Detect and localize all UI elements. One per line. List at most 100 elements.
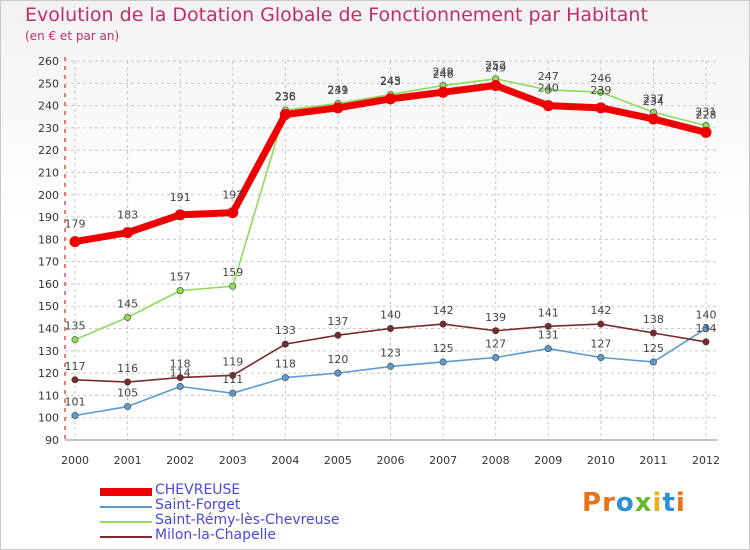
data-label: 249 xyxy=(485,62,506,75)
data-label: 231 xyxy=(696,106,717,119)
x-tick-label: 2000 xyxy=(61,454,89,467)
data-label: 127 xyxy=(590,338,611,351)
data-label: 183 xyxy=(117,209,138,222)
data-label: 114 xyxy=(170,366,191,379)
data-point xyxy=(124,313,132,321)
data-label: 192 xyxy=(222,189,243,202)
data-label: 139 xyxy=(485,311,506,324)
x-tick-label: 2001 xyxy=(114,454,142,467)
data-point xyxy=(229,389,237,397)
data-label: 117 xyxy=(65,360,86,373)
x-tick-label: 2003 xyxy=(219,454,247,467)
data-label: 138 xyxy=(643,313,664,326)
x-tick-label: 2006 xyxy=(377,454,405,467)
data-point xyxy=(544,86,552,94)
data-label: 133 xyxy=(275,324,296,337)
data-point xyxy=(595,102,607,114)
data-label: 142 xyxy=(590,304,611,317)
logo-letter: P xyxy=(582,488,603,518)
data-label: 179 xyxy=(65,218,86,231)
logo-letter: o xyxy=(615,488,635,518)
data-label: 111 xyxy=(222,373,243,386)
y-tick-label: 120 xyxy=(38,367,59,380)
data-point xyxy=(334,331,342,339)
data-point xyxy=(542,100,554,112)
data-point xyxy=(649,329,657,337)
y-tick-label: 110 xyxy=(38,389,59,402)
data-label: 228 xyxy=(696,108,717,121)
data-label: 134 xyxy=(696,322,717,335)
data-point xyxy=(597,320,605,328)
data-label: 119 xyxy=(222,355,243,368)
logo-letter: i xyxy=(675,488,686,518)
x-tick-label: 2011 xyxy=(639,454,667,467)
y-tick-label: 250 xyxy=(38,77,59,90)
data-label: 252 xyxy=(485,59,506,72)
data-label: 135 xyxy=(65,320,86,333)
y-tick-label: 90 xyxy=(45,434,59,447)
y-tick-label: 170 xyxy=(38,256,59,269)
data-label: 237 xyxy=(643,92,664,105)
data-label: 137 xyxy=(327,315,348,328)
data-point xyxy=(124,403,132,411)
data-point xyxy=(490,80,502,92)
logo-letter: t xyxy=(662,488,676,518)
data-point xyxy=(439,358,447,366)
data-point xyxy=(71,411,79,419)
data-point xyxy=(176,382,184,390)
data-point xyxy=(281,340,289,348)
data-point xyxy=(597,88,605,96)
data-label: 120 xyxy=(327,353,348,366)
data-point xyxy=(227,207,239,219)
legend-swatch-chevreuse xyxy=(100,488,152,496)
data-label: 118 xyxy=(275,358,296,371)
data-point xyxy=(649,358,657,366)
data-label: 241 xyxy=(327,83,348,96)
data-point xyxy=(385,93,396,105)
y-tick-label: 210 xyxy=(38,166,59,179)
data-point xyxy=(124,378,132,386)
data-point xyxy=(544,345,552,353)
y-tick-label: 220 xyxy=(38,144,59,157)
data-label: 125 xyxy=(643,342,664,355)
data-point xyxy=(281,374,289,382)
data-point xyxy=(176,287,184,295)
data-point xyxy=(334,369,342,377)
data-point xyxy=(71,376,79,384)
logo-letter: i xyxy=(652,488,663,518)
data-label: 140 xyxy=(696,309,717,322)
chart-legend: CHEVREUSE Saint-Forget Saint-Rémy-lès-Ch… xyxy=(100,482,360,544)
logo-letter: x xyxy=(634,488,653,518)
legend-swatch-saint-forget xyxy=(100,506,152,508)
y-tick-label: 180 xyxy=(38,233,59,246)
data-label: 249 xyxy=(433,66,454,79)
data-label: 159 xyxy=(222,266,243,279)
y-tick-label: 130 xyxy=(38,345,59,358)
data-point xyxy=(437,86,449,98)
legend-label-milon: Milon-la-Chapelle xyxy=(155,527,276,543)
y-tick-label: 160 xyxy=(38,278,59,291)
data-point xyxy=(386,362,394,370)
data-point xyxy=(597,354,605,362)
data-point xyxy=(69,236,81,248)
data-label: 127 xyxy=(485,338,506,351)
data-point xyxy=(174,209,186,221)
data-label: 145 xyxy=(117,297,138,310)
data-label: 101 xyxy=(65,395,86,408)
data-label: 131 xyxy=(538,329,559,342)
data-label: 239 xyxy=(327,84,348,97)
data-label: 141 xyxy=(538,306,559,319)
legend-label-saint-remy: Saint-Rémy-lès-Chevreuse xyxy=(155,512,340,528)
x-tick-label: 2009 xyxy=(534,454,562,467)
y-tick-label: 100 xyxy=(38,412,59,425)
data-point xyxy=(700,126,712,138)
proxiti-logo: Proxiti xyxy=(582,488,686,518)
logo-letter: r xyxy=(602,488,616,518)
data-label: 234 xyxy=(643,95,664,108)
data-point xyxy=(439,320,447,328)
y-tick-label: 260 xyxy=(38,55,59,68)
y-tick-label: 230 xyxy=(38,122,59,135)
data-label: 240 xyxy=(538,82,559,95)
legend-label-chevreuse: CHEVREUSE xyxy=(155,482,241,498)
